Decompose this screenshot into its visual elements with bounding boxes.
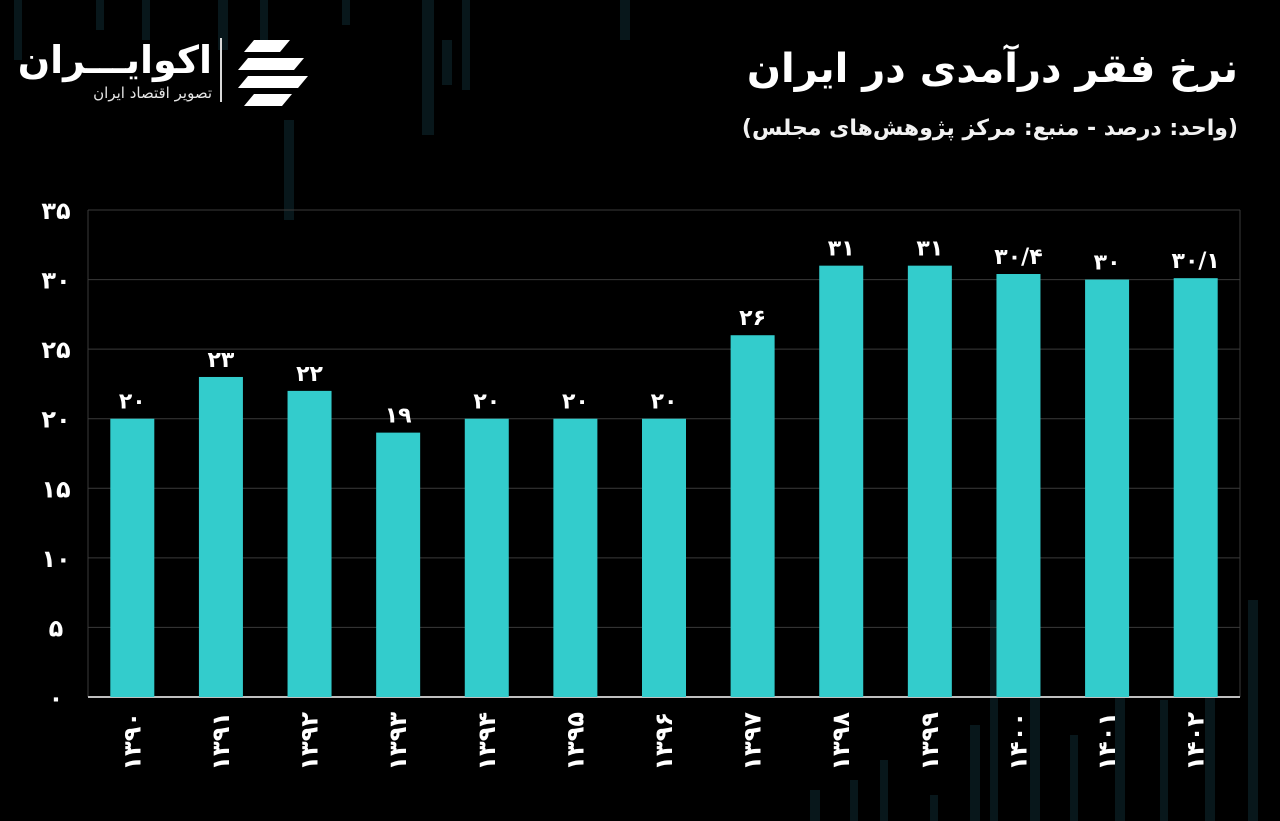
bar-value-label: ۲۰ [119,390,146,415]
background-candle [970,725,980,821]
x-tick-label: ۱۳۹۸ [827,712,855,771]
background-candle [1030,650,1040,821]
bar [996,274,1041,697]
background-candle [850,780,858,821]
background-candle [810,790,820,821]
chart-bars [110,265,1218,697]
bar-value-label: ۳۰/۴ [994,245,1042,270]
background-candle [462,0,470,90]
bar-value-label: ۲۶ [739,306,766,331]
brand-block: اکوایـــران تصویر اقتصاد ایران [17,32,312,112]
bar [553,418,598,697]
y-tick-label: ۰ [49,684,64,712]
background-candle [442,40,452,85]
x-tick-label: ۱۴۰۲ [1182,712,1210,771]
bar-value-label: ۳۱ [916,237,943,262]
y-tick-label: ۱۰ [41,545,70,573]
bar [198,376,243,697]
bar [464,418,509,697]
x-tick-label: ۱۳۹۹ [916,712,944,771]
background-candle [1248,600,1258,821]
brand-name: اکوایـــران [17,38,212,82]
x-tick-label: ۱۴۰۰ [1004,712,1032,771]
background-candle [14,0,22,60]
bar [730,335,775,697]
bar [376,432,421,697]
y-tick-label: ۳۰ [41,267,70,295]
bar [642,418,686,697]
y-tick-label: ۳۵ [41,197,70,225]
y-axis-ticks: ۰ ۵ ۱۰ ۱۵ ۲۰ ۲۵ ۳۰ ۳۵ [41,197,70,712]
bar [110,418,155,697]
bar [287,390,332,697]
x-tick-label: ۱۳۹۳ [384,712,412,771]
bar [1173,278,1218,697]
brand-tagline: تصویر اقتصاد ایران [93,84,212,102]
bar-value-labels: ۲۰ ۲۳ ۲۲ ۱۹ ۲۰ ۲۰ ۲۰ ۲۶ ۳۱ ۳۱ ۳۰/۴ ۳۰ ۳۰/۱ [119,237,1220,429]
x-tick-label: ۱۳۹۷ [739,712,767,771]
background-candle [880,760,888,821]
ekoiran-logo-icon [238,40,308,106]
bar [819,265,864,697]
x-tick-label: ۱۳۹۶ [650,712,678,771]
bar-value-label: ۲۰ [651,390,678,415]
bar-value-label: ۳۱ [828,237,855,262]
page-subtitle: (واحد: درصد - منبع: مرکز پژوهش‌های مجلس) [741,116,1238,141]
bar-value-label: ۲۲ [296,362,323,387]
background-candle [342,0,350,25]
x-axis-ticks: ۱۳۹۰ ۱۳۹۱ ۱۳۹۲ ۱۳۹۳ ۱۳۹۴ ۱۳۹۵ ۱۳۹۶ ۱۳۹۷ ۱۳۹۸ ۱۳۹۹… [118,712,1209,771]
page-title: نرخ فقر درآمدی در ایران [746,46,1238,92]
background-candle [422,0,434,135]
y-tick-label: ۲۵ [41,336,70,364]
background-candle [1160,700,1168,821]
x-tick-label: ۱۳۹۱ [207,712,235,771]
background-candle [990,600,998,821]
bar-value-label: ۲۰ [562,390,589,415]
background-candle [218,0,228,50]
background-candle [1205,690,1215,821]
bar-value-label: ۲۰ [473,390,500,415]
background-candle [284,120,294,220]
bar-value-label: ۲۳ [207,348,234,373]
brand-divider [220,38,222,102]
bar [1085,279,1130,697]
y-tick-label: ۲۰ [41,406,70,434]
x-tick-label: ۱۴۰۱ [1093,712,1121,771]
x-tick-label: ۱۳۹۵ [561,712,589,771]
bar-value-label: ۱۹ [385,404,412,429]
bar [907,265,952,697]
x-tick-label: ۱۳۹۲ [296,712,324,771]
x-tick-label: ۱۳۹۰ [118,712,146,771]
background-candle [142,0,150,40]
x-tick-label: ۱۳۹۴ [473,712,501,771]
background-candle [260,0,268,45]
bar-value-label: ۳۰ [1094,251,1121,276]
bar-value-label: ۳۰/۱ [1172,249,1220,274]
background-candle [1115,620,1125,821]
background-candle [930,795,938,821]
background-candle [1070,735,1078,821]
background-candle [620,0,630,40]
background-candle [96,0,104,30]
y-tick-label: ۱۵ [41,475,70,503]
y-tick-label: ۵ [49,614,64,642]
